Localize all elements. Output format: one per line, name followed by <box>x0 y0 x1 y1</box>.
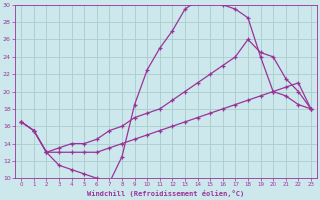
X-axis label: Windchill (Refroidissement éolien,°C): Windchill (Refroidissement éolien,°C) <box>87 190 245 197</box>
